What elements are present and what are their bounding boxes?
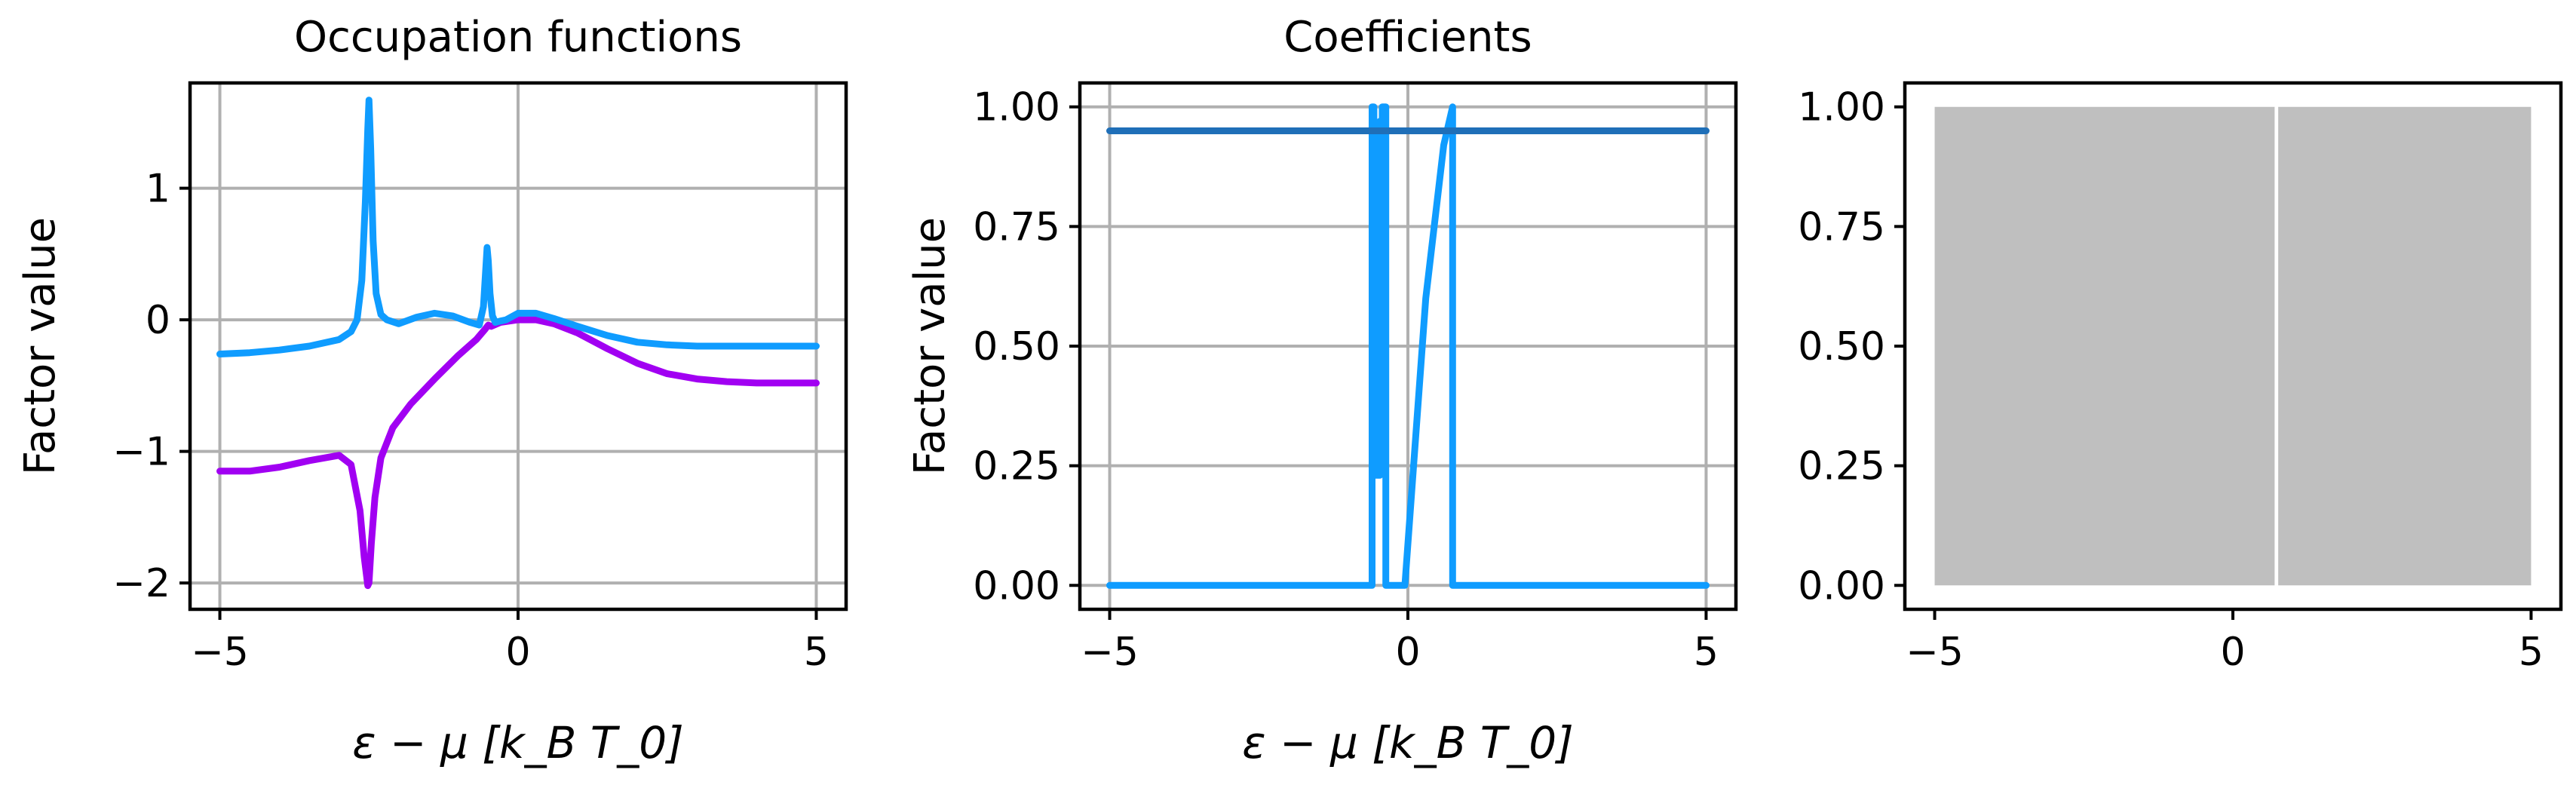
y-tick-label: 0.50 — [973, 324, 1060, 370]
panel-fill: −5 0 5 0.00 0.25 0.50 0.75 1.00 — [1798, 81, 2563, 675]
y-tick-label: 0.00 — [1798, 563, 1885, 609]
xlabel-coefficients: ε − μ [k_B T_0] — [1242, 717, 1574, 768]
y-tick-label: 1.00 — [973, 85, 1060, 130]
x-tick-label: −5 — [191, 630, 249, 675]
y-tick-label: 0.25 — [1798, 444, 1885, 489]
fill-segment-0 — [1934, 106, 2275, 586]
title-occupation: Occupation functions — [294, 13, 742, 62]
y-tick-label: 0.50 — [1798, 324, 1885, 370]
series-coefficients — [1106, 103, 1710, 589]
panel-occupation: −5 0 5 −2 −1 0 1 Occupation functions Factor v… — [16, 13, 848, 768]
y-tick-label: 0.75 — [973, 204, 1060, 250]
series-line-occupation-1 — [216, 97, 820, 357]
x-tick-label: 0 — [505, 630, 530, 675]
fill-segment-1 — [2278, 106, 2532, 586]
y-tick-label: 0.00 — [973, 563, 1060, 609]
x-tick-label: 5 — [2519, 630, 2544, 675]
y-tick-label: 0.75 — [1798, 204, 1885, 250]
x-tick-label: 5 — [1694, 630, 1719, 675]
panel-coefficients: −5 0 5 0.00 0.25 0.50 0.75 1.00 Coefficients Fa… — [906, 13, 1738, 768]
x-tick-label: 0 — [1395, 630, 1420, 675]
title-coefficients: Coefficients — [1283, 13, 1532, 62]
ticks-fill: −5 0 5 0.00 0.25 0.50 0.75 1.00 — [1798, 85, 2544, 675]
ticks-coefficients: −5 0 5 0.00 0.25 0.50 0.75 1.00 — [973, 85, 1719, 675]
y-tick-label: 0.25 — [973, 444, 1060, 489]
y-tick-label: 0 — [146, 298, 170, 343]
xlabel-occupation: ε − μ [k_B T_0] — [352, 717, 684, 768]
series-line-occupation-0 — [216, 316, 820, 590]
y-tick-label: −1 — [112, 430, 170, 475]
ylabel-occupation: Factor value — [16, 217, 65, 475]
x-tick-label: 0 — [2220, 630, 2245, 675]
x-tick-label: 5 — [804, 630, 829, 675]
y-tick-label: −2 — [112, 561, 170, 606]
x-tick-label: −5 — [1081, 630, 1139, 675]
series-fill — [1934, 106, 2532, 586]
series-occupation — [216, 97, 820, 590]
x-tick-label: −5 — [1906, 630, 1964, 675]
ticks-occupation: −5 0 5 −2 −1 0 1 — [112, 167, 829, 675]
y-tick-label: 1.00 — [1798, 85, 1885, 130]
ylabel-coefficients: Factor value — [906, 217, 955, 475]
y-tick-label: 1 — [146, 167, 170, 212]
